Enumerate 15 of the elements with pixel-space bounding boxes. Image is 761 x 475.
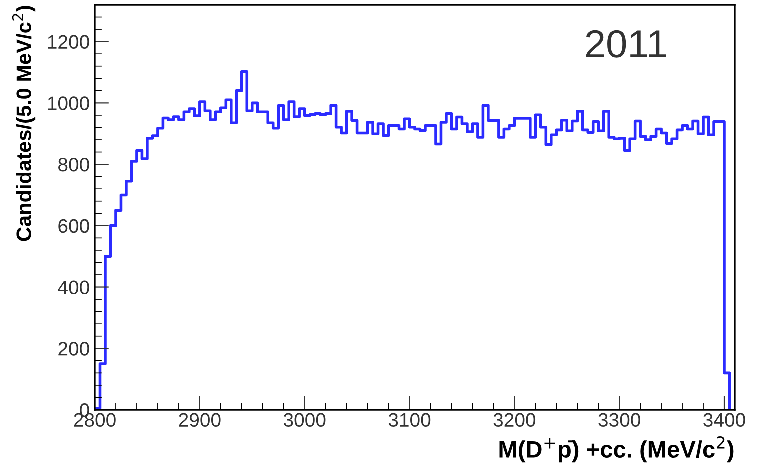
- x-tick-label: 3400: [704, 413, 746, 428]
- x-tick-label: 2900: [179, 413, 221, 428]
- x-tick-label: 3200: [494, 413, 536, 428]
- x-tick-label: 3000: [284, 413, 326, 428]
- y-tick-label: 1000: [48, 96, 90, 110]
- y-tick-label: 1200: [48, 35, 90, 50]
- x-axis-title: M(D$^{+}$p̄) +cc. (MeV/c$^{2}$): [500, 436, 734, 463]
- y-tick-label: 600: [58, 219, 90, 234]
- x-tick-label: 3300: [598, 413, 640, 428]
- x-tick-label: 3100: [388, 413, 431, 428]
- y-tick-label: 800: [58, 158, 90, 172]
- y-tick-label: 200: [58, 342, 90, 356]
- y-tick-label: 400: [58, 280, 90, 295]
- y-axis-title: Candidates/(5.0 MeV/c$^{2}$): [12, 6, 36, 242]
- annotation: 2011: [586, 30, 666, 58]
